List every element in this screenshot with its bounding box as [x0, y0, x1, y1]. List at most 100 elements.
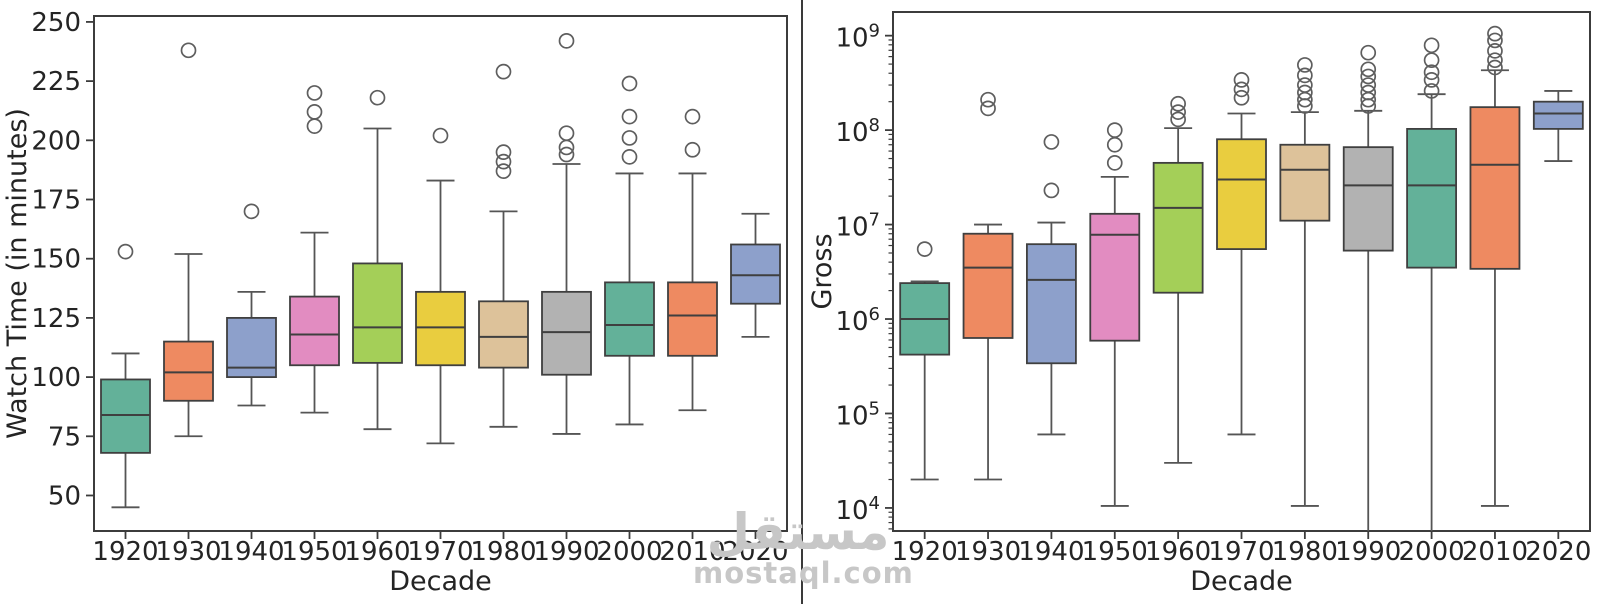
outlier-point — [369, 89, 386, 106]
outlier-point — [495, 63, 512, 80]
outlier-point — [1297, 84, 1313, 101]
iqr-box — [415, 290, 466, 367]
outlier-point — [1043, 134, 1060, 150]
x-tick-label: 1950 — [1082, 537, 1148, 567]
outlier-point — [180, 42, 197, 59]
outlier-point — [306, 118, 323, 134]
iqr-box — [1532, 100, 1584, 130]
box-group-2010 — [667, 108, 718, 412]
outlier-point — [495, 153, 512, 170]
gross-chart: 104105106107108109Gross19201930194019501… — [807, 11, 1591, 597]
box-group-1930 — [962, 91, 1014, 481]
outlier-point — [495, 163, 512, 179]
iqr-box — [667, 281, 718, 357]
x-tick-label: 2010 — [659, 537, 725, 567]
outlier-point — [1297, 57, 1313, 73]
x-axis: 1920193019401950196019701980199020002010… — [92, 531, 789, 567]
box-group-1920 — [899, 241, 951, 481]
box-group-1970 — [415, 127, 466, 445]
box-group-1950 — [289, 85, 340, 414]
iqr-box — [1342, 146, 1394, 252]
outlier-point — [306, 85, 323, 101]
x-axis-label: Decade — [389, 566, 492, 597]
x-tick-label: 2020 — [722, 537, 788, 567]
iqr-box — [1469, 106, 1521, 270]
outlier-point — [1423, 83, 1440, 99]
outlier-point — [1360, 61, 1377, 78]
iqr-box — [1216, 138, 1267, 250]
y-axis-label: Watch Time (in minutes) — [2, 108, 33, 439]
outlier-point — [117, 243, 134, 260]
x-axis: 1920193019401950196019701980199020002010… — [892, 531, 1591, 567]
outlier-point — [1233, 89, 1250, 106]
box-group-2010 — [1469, 25, 1521, 507]
outlier-point — [1423, 37, 1440, 54]
x-tick-label: 1970 — [1208, 537, 1274, 567]
box-group-1980 — [478, 63, 529, 428]
box-group-1970 — [1216, 72, 1267, 436]
box-group-1960 — [352, 89, 403, 431]
y-tick-label: 50 — [48, 481, 81, 511]
outlier-point — [1487, 52, 1503, 69]
y-tick-label: 108 — [835, 115, 880, 148]
y-axis: 104 105 106 107 108 109 — [835, 21, 893, 530]
outlier-point — [1297, 67, 1313, 84]
outlier-point — [1170, 95, 1186, 112]
box-group-1920 — [100, 243, 151, 509]
y-tick-label: 175 — [31, 186, 81, 216]
y-tick-label: 250 — [31, 8, 81, 38]
outlier-point — [980, 91, 996, 108]
outlier-point — [684, 141, 701, 158]
iqr-box — [100, 378, 151, 454]
outlier-point — [1360, 77, 1377, 93]
outlier-point — [1043, 182, 1060, 199]
outlier-point — [1487, 32, 1503, 49]
outlier-point — [1360, 84, 1377, 101]
y-tick-label: 125 — [31, 304, 81, 334]
outlier-point — [1297, 77, 1313, 93]
y-tick-label: 106 — [835, 304, 880, 337]
iqr-box — [1406, 127, 1457, 269]
iqr-box — [1152, 161, 1204, 294]
y-tick-label: 105 — [835, 398, 880, 431]
panel-divider — [801, 0, 803, 604]
outlier-point — [621, 130, 638, 146]
x-tick-label: 2000 — [1399, 537, 1465, 567]
iqr-box — [1026, 243, 1077, 365]
outlier-point — [306, 104, 323, 120]
x-tick-label: 1990 — [1335, 537, 1401, 567]
outlier-point — [1233, 81, 1250, 98]
x-tick-label: 1940 — [218, 537, 284, 567]
outlier-point — [558, 125, 575, 142]
outlier-point — [243, 203, 260, 220]
x-tick-label: 1980 — [1272, 537, 1338, 567]
iqr-box — [1089, 212, 1141, 342]
x-axis-label: Decade — [1190, 566, 1293, 597]
x-tick-label: 1920 — [892, 537, 958, 567]
x-tick-label: 1980 — [470, 537, 536, 567]
x-tick-label: 1960 — [1145, 537, 1211, 567]
x-tick-label: 2010 — [1462, 537, 1528, 567]
outlier-point — [1487, 43, 1503, 59]
outlier-point — [621, 149, 638, 165]
outlier-point — [1106, 155, 1123, 171]
outlier-point — [1487, 25, 1503, 42]
iqr-box — [163, 340, 214, 402]
outlier-point — [1233, 72, 1250, 88]
outlier-point — [621, 108, 638, 125]
outlier-point — [558, 33, 575, 49]
outlier-point — [1170, 111, 1186, 128]
outlier-point — [1487, 59, 1503, 76]
y-axis-label: Gross — [807, 233, 838, 309]
outlier-point — [1170, 104, 1186, 120]
iqr-box — [289, 295, 340, 367]
outlier-point — [1106, 136, 1123, 153]
outlier-point — [1360, 44, 1377, 61]
outlier-point — [621, 75, 638, 92]
outlier-point — [980, 100, 996, 117]
outlier-point — [432, 127, 449, 144]
x-tick-label: 1970 — [407, 537, 473, 567]
outlier-point — [558, 146, 575, 163]
